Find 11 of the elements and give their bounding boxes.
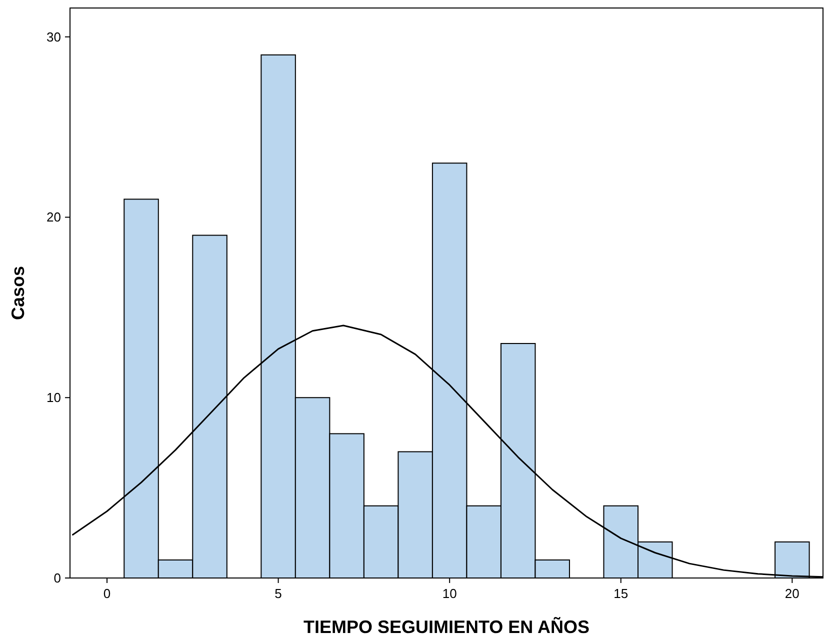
y-tick-label: 20 — [46, 210, 61, 225]
x-tick-label: 0 — [103, 586, 111, 601]
y-tick-label: 10 — [46, 390, 61, 406]
x-tick-label: 20 — [784, 586, 800, 601]
x-tick-label: 15 — [614, 586, 628, 601]
x-axis-title: TIEMPO SEGUIMIENTO EN AÑOS — [303, 616, 590, 637]
y-axis-title: Casos — [8, 266, 28, 320]
y-tick-label: 30 — [46, 29, 61, 44]
y-tick-label: 0 — [54, 570, 61, 586]
x-tick-label: 10 — [442, 586, 457, 601]
x-tick-label: 5 — [274, 586, 282, 601]
